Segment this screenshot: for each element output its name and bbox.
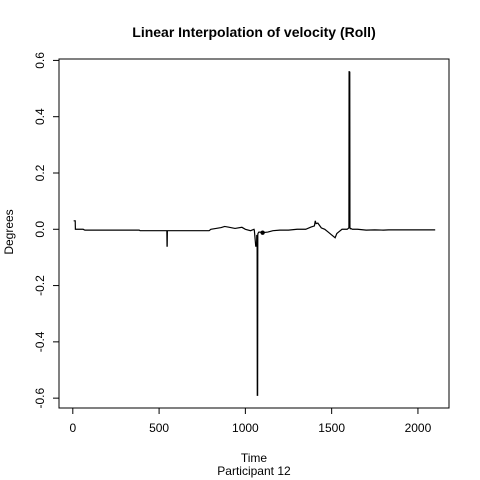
chart-title: Linear Interpolation of velocity (Roll) xyxy=(132,24,375,40)
y-axis: -0.6 -0.4 -0.2 0.0 0.2 0.4 0.6 xyxy=(33,52,59,408)
x-axis: 0 500 1000 1500 2000 xyxy=(69,408,432,435)
x-tick-label: 500 xyxy=(149,421,169,435)
y-tick-label: 0.4 xyxy=(33,108,47,125)
y-tick-label: 0.0 xyxy=(33,221,47,238)
x-tick-label: 2000 xyxy=(405,421,432,435)
y-tick-label: 0.6 xyxy=(33,52,47,69)
data-point xyxy=(260,230,265,235)
chart-subtitle: Participant 12 xyxy=(217,464,291,478)
x-tick-label: 0 xyxy=(69,421,76,435)
y-tick-label: -0.4 xyxy=(33,331,47,352)
x-axis-label: Time xyxy=(241,451,268,465)
y-tick-label: -0.6 xyxy=(33,387,47,408)
y-tick-label: 0.2 xyxy=(33,164,47,181)
y-tick-label: -0.2 xyxy=(33,275,47,296)
x-tick-label: 1500 xyxy=(318,421,345,435)
y-axis-label: Degrees xyxy=(2,209,16,254)
x-tick-label: 1000 xyxy=(232,421,259,435)
series-line xyxy=(73,71,436,396)
series-layer xyxy=(73,71,436,396)
plot-frame xyxy=(58,58,450,409)
